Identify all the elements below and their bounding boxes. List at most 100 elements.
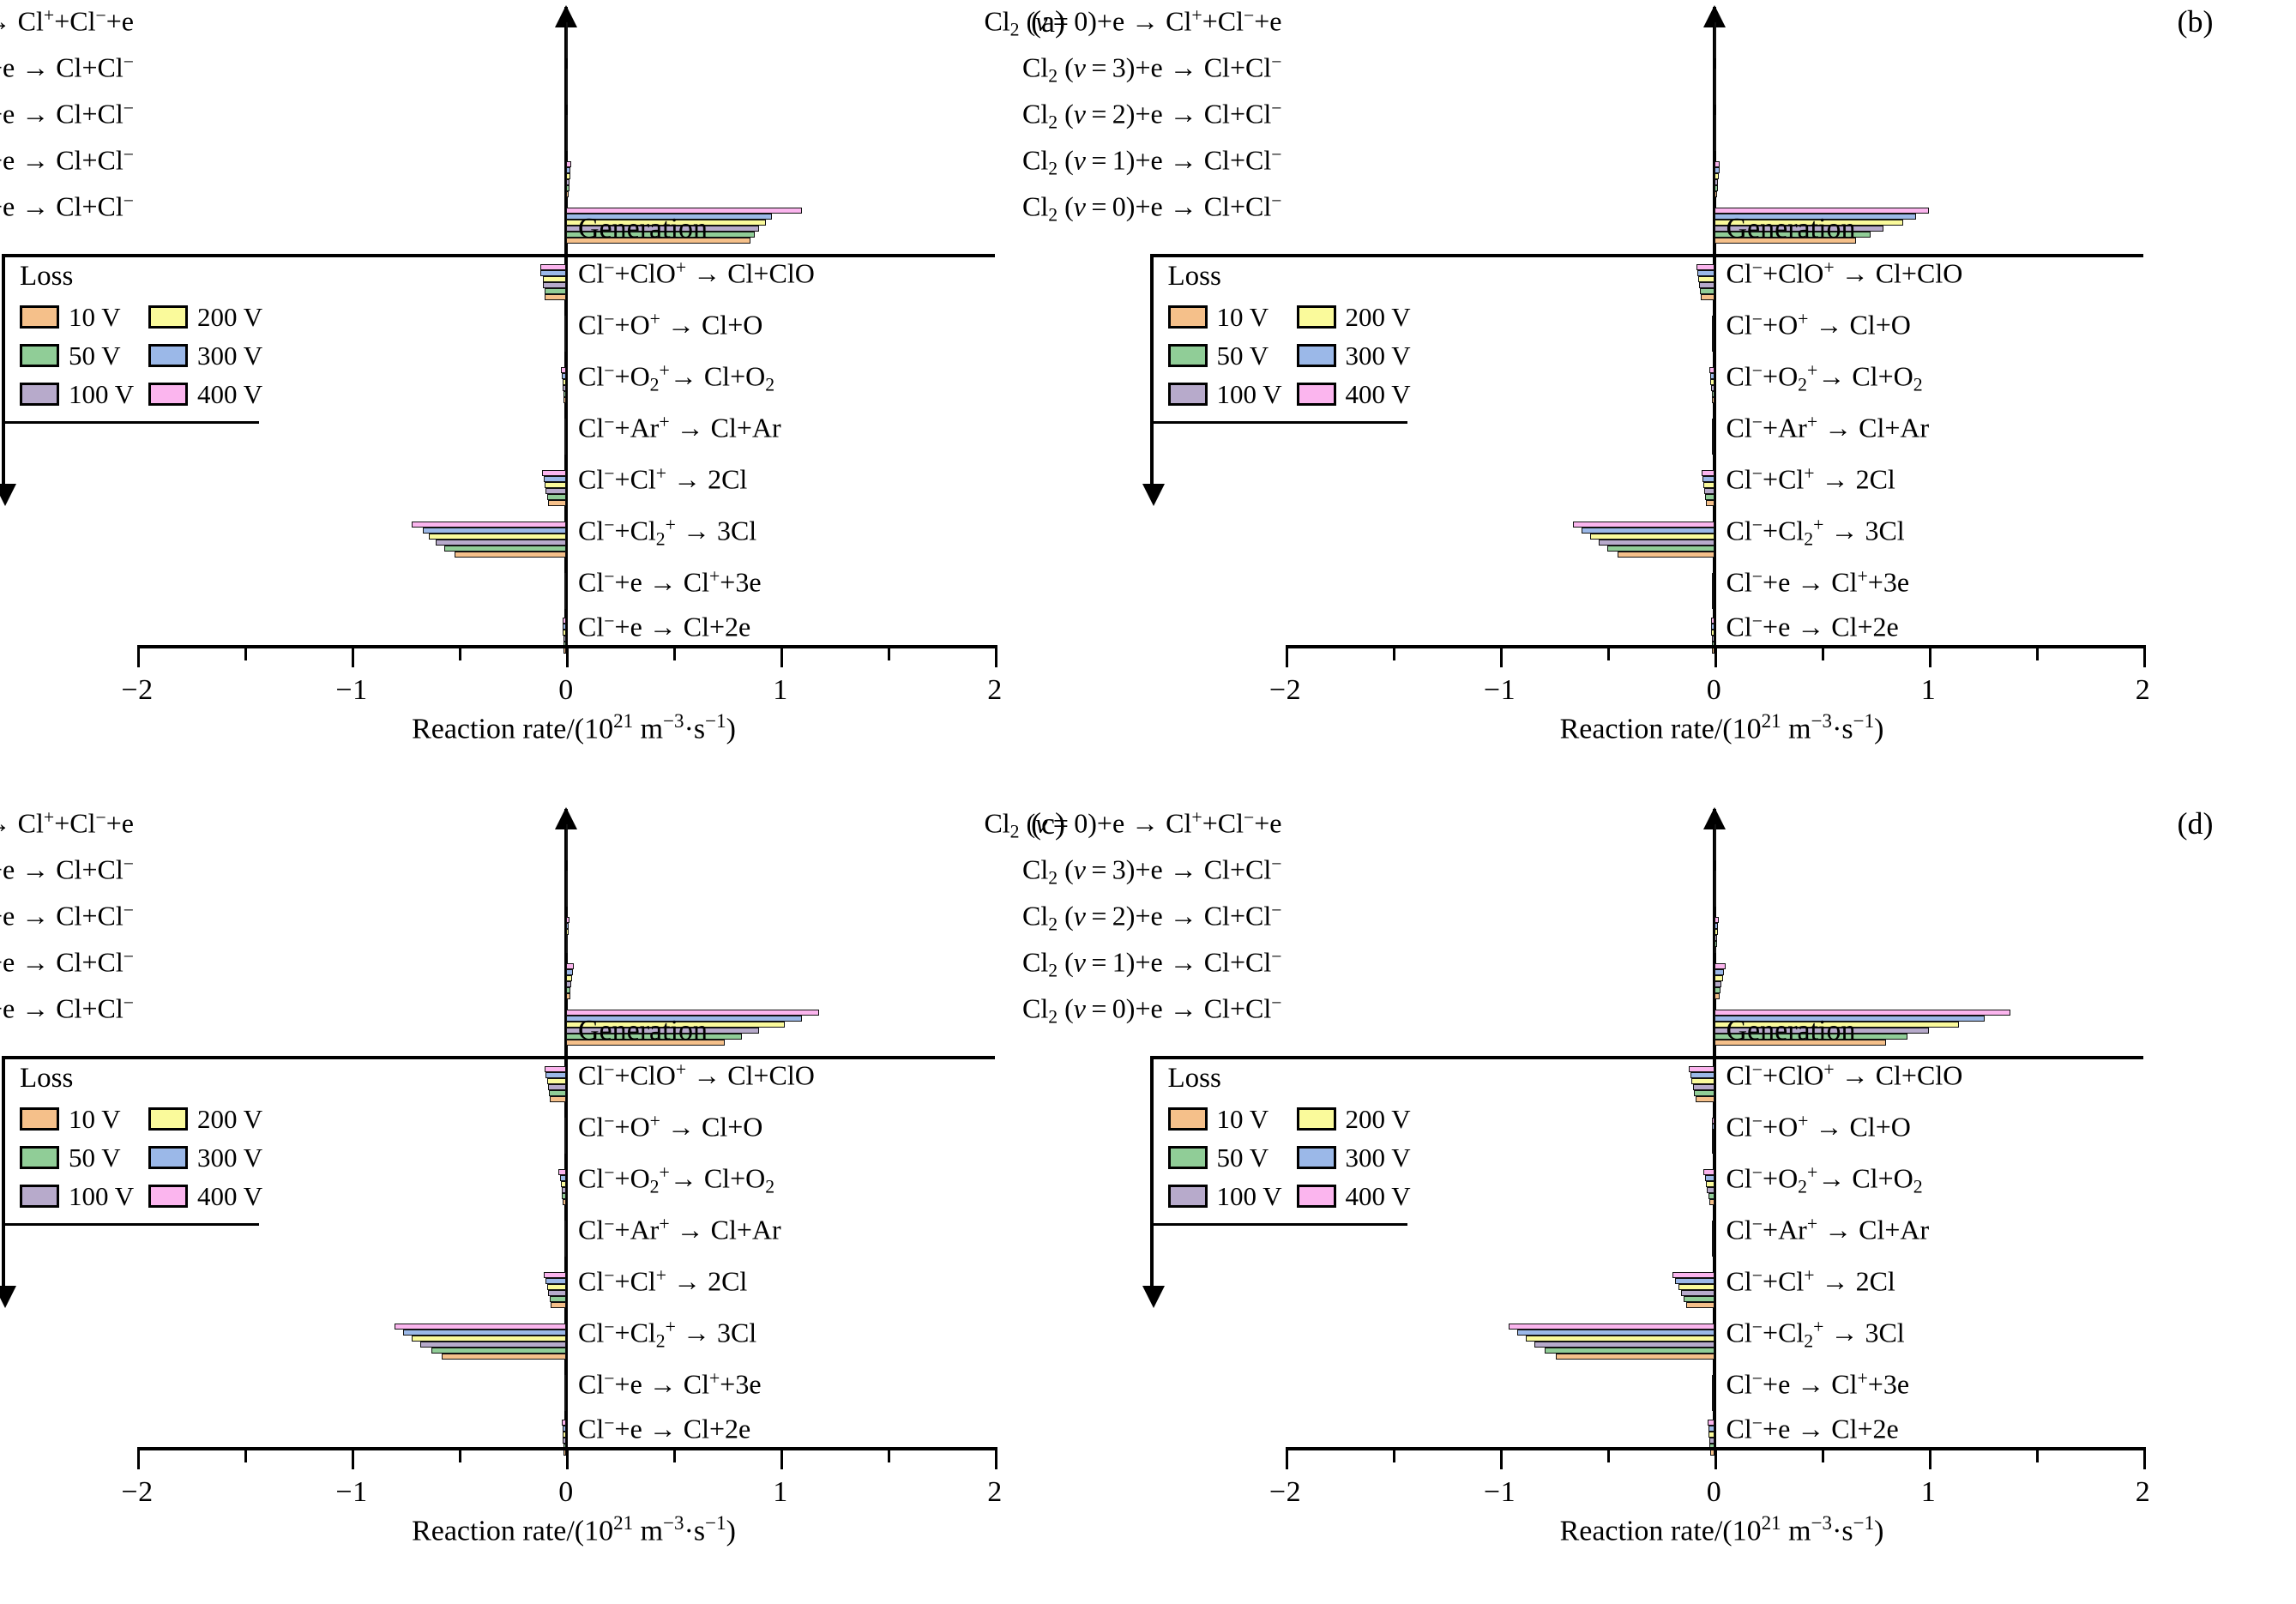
- bar-50V: [1714, 987, 1720, 993]
- legend-entry-200V[interactable]: 200 V: [1296, 302, 1425, 333]
- bar-300V: [566, 167, 570, 173]
- legend-label: 300 V: [197, 1142, 263, 1173]
- legend-entry-400V[interactable]: 400 V: [1296, 1181, 1425, 1212]
- bar-100V: [1714, 179, 1718, 185]
- legend-entry-50V[interactable]: 50 V: [20, 341, 148, 371]
- bar-group: [137, 871, 995, 908]
- legend-entry-10V[interactable]: 10 V: [20, 1104, 148, 1135]
- bar-group: [1286, 618, 2143, 655]
- bar-group: [137, 367, 995, 405]
- legend-entry-400V[interactable]: 400 V: [1296, 379, 1425, 410]
- legend-entry-50V[interactable]: 50 V: [20, 1143, 148, 1173]
- bar-200V: [566, 975, 572, 981]
- legend-entry-400V[interactable]: 400 V: [148, 1181, 277, 1212]
- bar-100V: [563, 1239, 566, 1245]
- bar-group: [137, 522, 995, 559]
- plot-area: [0, 5, 995, 684]
- bar-10V: [1714, 145, 1716, 151]
- generation-reaction-label: Cl2 (ν = 0)+e → Cl+Cl−: [0, 190, 134, 222]
- bar-300V: [540, 270, 566, 276]
- bar-group: [1286, 1420, 2143, 1457]
- bar-10V: [1712, 1405, 1714, 1411]
- legend-entry-200V[interactable]: 200 V: [1296, 1104, 1425, 1135]
- legend-entry-300V[interactable]: 300 V: [148, 1143, 277, 1173]
- zero-axis-line: [1712, 809, 1716, 1447]
- x-axis-tick: [566, 1447, 569, 1469]
- bar-50V: [563, 1245, 566, 1251]
- bar-300V: [563, 1124, 566, 1130]
- bar-400V: [1714, 1010, 2010, 1016]
- bar-50V: [566, 1034, 742, 1040]
- bar-400V: [566, 115, 569, 121]
- bar-300V: [1516, 1330, 1714, 1336]
- bar-100V: [1681, 1290, 1714, 1296]
- bar-group: [137, 161, 995, 199]
- bar-400V: [566, 871, 569, 877]
- bar-300V: [1702, 476, 1714, 482]
- legend-entry-10V[interactable]: 10 V: [20, 302, 148, 333]
- bar-10V: [455, 552, 566, 558]
- legend-entry-200V[interactable]: 200 V: [148, 302, 277, 333]
- bar-200V: [563, 1387, 566, 1393]
- loss-reaction-label: Cl−+ClO+ → Cl+ClO: [1726, 1059, 1963, 1091]
- x-axis-tick-label: 1: [773, 674, 788, 706]
- generation-reaction-label: Cl2 (ν = 3)+e → Cl+Cl−: [1021, 51, 1282, 87]
- legend-entry-300V[interactable]: 300 V: [148, 341, 277, 371]
- legend-entry-50V[interactable]: 50 V: [1167, 341, 1297, 371]
- legend-entry-50V[interactable]: 50 V: [1167, 1143, 1297, 1173]
- bar-400V: [1689, 1066, 1714, 1072]
- generation-loss-divider: [2, 1056, 995, 1059]
- bar-100V: [563, 1136, 566, 1142]
- legend-entry-400V[interactable]: 400 V: [148, 379, 277, 410]
- generation-reaction-label: Cl2 (ν = 3)+e → Cl+Cl−: [1021, 853, 1282, 889]
- legend-row: 10 V 200 V: [1167, 298, 1425, 336]
- bar-group: [137, 22, 995, 60]
- zero-axis-line: [1712, 7, 1716, 645]
- x-axis-title: Reaction rate/(1021 m−3·s−1): [1559, 1512, 1884, 1547]
- bar-400V: [563, 419, 566, 425]
- legend-label: 10 V: [69, 301, 121, 332]
- bar-group: [137, 573, 995, 611]
- legend-entry-200V[interactable]: 200 V: [148, 1104, 277, 1135]
- legend-entry-10V[interactable]: 10 V: [1167, 302, 1297, 333]
- bar-10V: [566, 1040, 725, 1046]
- legend-entry-100V[interactable]: 100 V: [20, 1181, 148, 1212]
- bar-300V: [1714, 1016, 1985, 1022]
- bar-300V: [1714, 28, 1716, 34]
- legend-entry-300V[interactable]: 300 V: [1296, 1143, 1425, 1173]
- x-axis-tick-label: −2: [1269, 1476, 1302, 1508]
- bar-10V: [1714, 99, 1716, 105]
- legend-label: 10 V: [69, 1103, 121, 1134]
- legend-entry-100V[interactable]: 100 V: [20, 379, 148, 410]
- bar-100V: [1712, 1136, 1714, 1142]
- bar-10V: [566, 99, 569, 105]
- bar-200V: [562, 379, 566, 385]
- bar-100V: [1714, 981, 1721, 987]
- bar-100V: [1692, 1084, 1714, 1090]
- bar-400V: [1672, 1272, 1714, 1278]
- bar-group: [137, 1324, 995, 1361]
- generation-reaction-label: Cl2 (ν = 1)+e → Cl+Cl−: [0, 144, 134, 176]
- bar-100V: [1714, 87, 1716, 93]
- bar-group: [137, 963, 995, 1001]
- legend-entry-10V[interactable]: 10 V: [1167, 1103, 1297, 1135]
- bar-100V: [566, 889, 569, 895]
- legend-label: 10 V: [1216, 1103, 1269, 1134]
- bar-group: [137, 1010, 995, 1047]
- x-axis-tick-label: 2: [2135, 674, 2151, 706]
- bar-50V: [566, 46, 569, 52]
- chart-panel-c: (c) Cl2 (ν = 0)+e → Cl++Cl−+e Cl2 (ν = 3)+…: [0, 802, 1148, 1604]
- x-axis-minor-tick: [673, 645, 676, 660]
- bar-50V: [1712, 1142, 1714, 1148]
- bar-400V: [566, 1010, 819, 1016]
- legend-entry-100V[interactable]: 100 V: [1167, 379, 1297, 410]
- x-axis-tick: [1285, 1447, 1288, 1469]
- legend-entry-100V[interactable]: 100 V: [1167, 1181, 1297, 1212]
- x-axis-tick-label: −2: [121, 1476, 154, 1508]
- bar-10V: [566, 901, 569, 907]
- bar-100V: [1699, 282, 1714, 288]
- panel-tag: (b): [2177, 4, 2214, 39]
- legend-entry-300V[interactable]: 300 V: [1296, 341, 1425, 371]
- bar-10V: [1714, 901, 1716, 907]
- legend-label: 50 V: [69, 1142, 121, 1173]
